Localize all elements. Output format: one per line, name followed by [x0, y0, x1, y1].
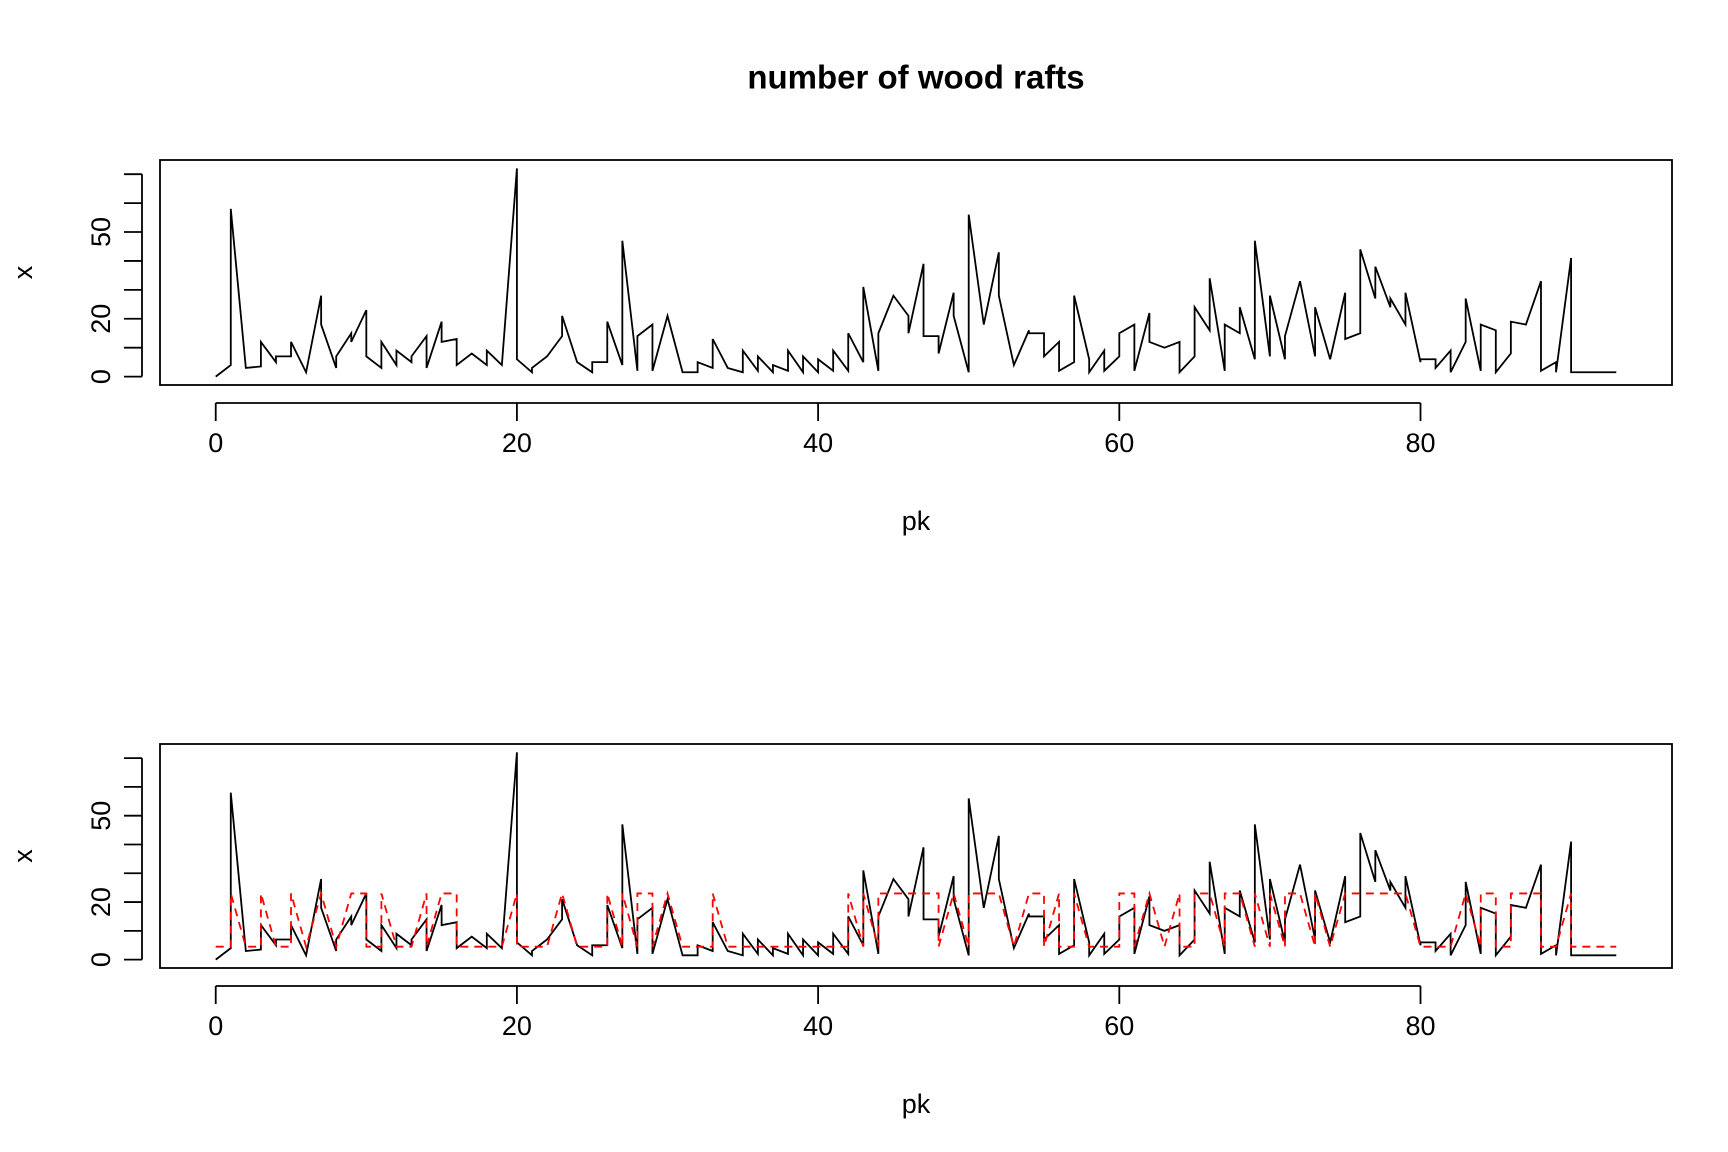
- x-tick-label: 0: [208, 428, 223, 458]
- y-axis-label: x: [8, 265, 38, 279]
- plot-frame: [159, 743, 1673, 969]
- plot-frame: [159, 159, 1673, 386]
- x-tick-label: 60: [1104, 428, 1134, 458]
- x-tick-label: 80: [1405, 428, 1435, 458]
- x-tick-label: 20: [502, 428, 532, 458]
- chart-title: number of wood rafts: [747, 59, 1084, 96]
- x-tick-label: 40: [803, 428, 833, 458]
- y-tick-label: 50: [86, 217, 116, 247]
- x-tick-label: 20: [502, 1011, 532, 1041]
- y-tick-label: 50: [86, 801, 116, 831]
- data-line: [215, 890, 1617, 950]
- x-tick-label: 80: [1405, 1011, 1435, 1041]
- x-axis-label: pk: [902, 506, 931, 536]
- data-line: [215, 752, 1617, 961]
- y-tick-label: 20: [86, 887, 116, 917]
- x-axis-label: pk: [902, 1089, 931, 1119]
- x-tick-label: 40: [803, 1011, 833, 1041]
- data-line: [215, 168, 1617, 378]
- y-axis-label: x: [8, 849, 38, 863]
- x-tick-label: 0: [208, 1011, 223, 1041]
- x-tick-label: 60: [1104, 1011, 1134, 1041]
- y-tick-label: 20: [86, 304, 116, 334]
- y-tick-label: 0: [86, 369, 116, 384]
- y-tick-label: 0: [86, 952, 116, 967]
